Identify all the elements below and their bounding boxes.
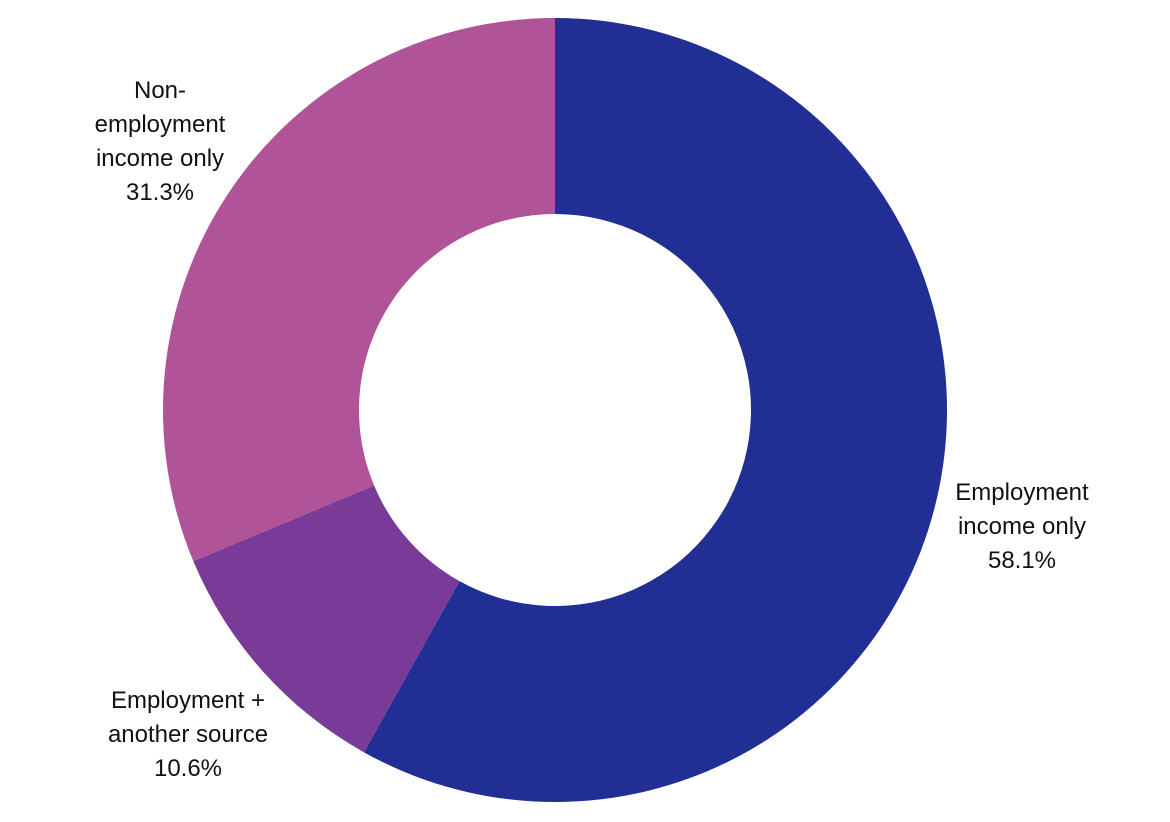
slice-value-label: 10.6% — [154, 755, 222, 782]
slice-non-employment-income-only — [162, 18, 555, 562]
slice-category-label: income only — [958, 513, 1086, 540]
slice-label-1: Employment + another source 10.6% — [108, 687, 268, 782]
labels-layer: Employment income only 58.1% Employment + an… — [95, 77, 1089, 782]
slice-value-label: 58.1% — [988, 547, 1056, 574]
slice-category-label: employment — [95, 111, 226, 138]
slice-category-label: Employment — [955, 479, 1089, 506]
slice-category-label: another source — [108, 721, 268, 748]
slice-employment-another-source — [193, 485, 460, 753]
slice-label-0: Employment income only 58.1% — [955, 479, 1089, 574]
slice-category-label: Employment + — [111, 687, 265, 714]
slice-employment-income-only — [363, 18, 947, 802]
slice-category-label: income only — [96, 145, 224, 172]
slice-value-label: 31.3% — [126, 179, 194, 206]
slice-label-2: Non-employment income only 31.3% — [95, 77, 226, 206]
slice-category-label: Non- — [134, 77, 186, 104]
slices-layer — [162, 18, 947, 802]
